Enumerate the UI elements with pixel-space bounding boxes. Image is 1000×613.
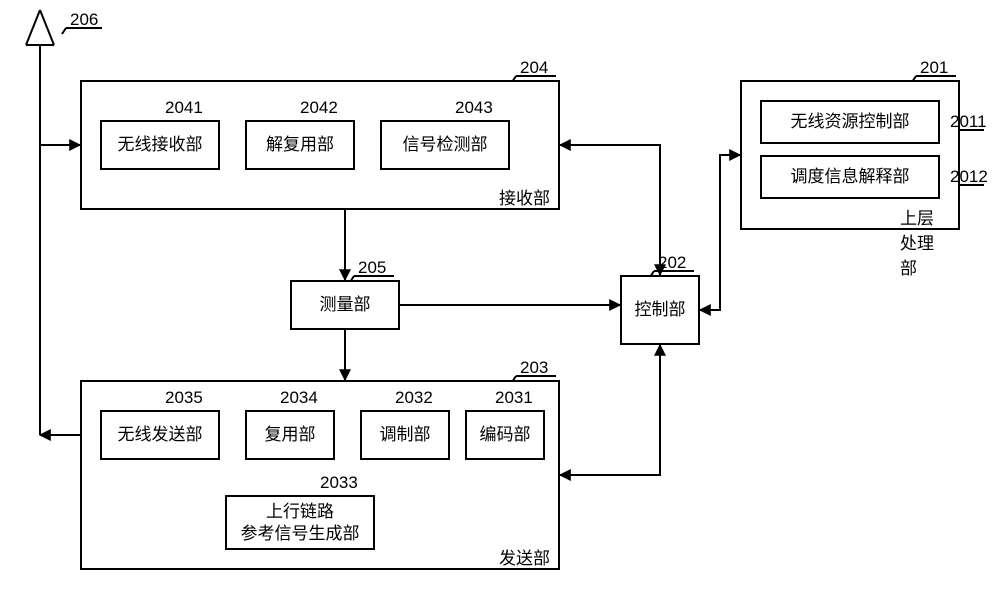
rx-unit-label: 接收部	[499, 184, 550, 209]
tx-mux-block: 复用部	[245, 410, 335, 460]
upper-unit-label: 上层处理部	[900, 204, 950, 279]
ref-rx-det: 2043	[455, 98, 493, 118]
rx-radio-block: 无线接收部	[100, 120, 220, 170]
rx-detect-block: 信号检测部	[380, 120, 510, 170]
ref-rrc: 2011	[950, 112, 987, 132]
ref-rx: 204	[520, 58, 548, 78]
tx-radio-block: 无线发送部	[100, 410, 220, 460]
tx-unit-label: 发送部	[499, 544, 550, 569]
rrc-block: 无线资源控制部	[760, 100, 940, 144]
ref-rx-radio: 2041	[165, 98, 203, 118]
ref-tx-mux: 2034	[280, 388, 318, 408]
ref-measure: 205	[358, 258, 386, 278]
ref-sched: 2012	[950, 167, 988, 187]
ref-tx: 203	[520, 358, 548, 378]
ref-rx-demux: 2042	[300, 98, 338, 118]
ref-tx-enc: 2031	[495, 388, 533, 408]
ref-antenna: 206	[70, 10, 98, 30]
ref-tx-mod: 2032	[395, 388, 433, 408]
diagram-stage: 无线接收部 解复用部 信号检测部 无线发送部 复用部 调制部 编码部 上行链路 …	[0, 0, 1000, 613]
sched-block: 调度信息解释部	[760, 155, 940, 199]
tx-ulref-block: 上行链路 参考信号生成部	[225, 495, 375, 550]
tx-mod-block: 调制部	[360, 410, 450, 460]
tx-enc-block: 编码部	[465, 410, 545, 460]
ref-upper: 201	[920, 58, 948, 78]
ref-tx-ulref: 2033	[320, 473, 358, 493]
control-block: 控制部	[620, 275, 700, 345]
ref-control: 202	[658, 253, 686, 273]
rx-demux-block: 解复用部	[245, 120, 355, 170]
measure-block: 测量部	[290, 280, 400, 330]
ref-tx-radio: 2035	[165, 388, 203, 408]
